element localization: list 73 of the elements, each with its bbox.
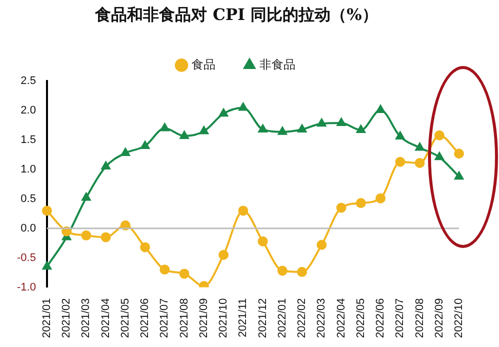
point	[42, 206, 52, 216]
point	[42, 262, 52, 270]
x-tick-label: 2022/03	[316, 298, 328, 338]
x-tick-label: 2021/05	[119, 298, 132, 338]
point	[101, 162, 110, 170]
y-tick-label: -1.0	[16, 281, 36, 294]
point	[258, 236, 268, 246]
legend-label: 非食品	[260, 57, 296, 72]
y-tick-label: 1.5	[20, 134, 36, 146]
point	[376, 193, 386, 204]
point	[356, 198, 366, 208]
x-tick-label: 2022/05	[354, 298, 367, 338]
point	[376, 105, 385, 114]
point	[218, 250, 229, 260]
point	[179, 268, 190, 279]
point	[297, 266, 308, 277]
point	[415, 142, 424, 151]
x-tick-label: 2021/01	[40, 298, 53, 338]
x-tick-label: 2022/02	[296, 298, 308, 338]
x-tick-label: 2022/01	[276, 298, 288, 338]
x-tick-label: 2022/09	[433, 298, 446, 338]
point	[356, 125, 366, 134]
y-tick-label: -0.5	[16, 252, 36, 264]
point	[278, 126, 287, 135]
x-tick-label: 2021/11	[237, 298, 250, 338]
point	[120, 148, 130, 156]
point	[414, 158, 425, 168]
point	[317, 118, 326, 127]
point	[199, 126, 208, 134]
y-tick-label: 0.5	[20, 192, 36, 205]
y-tick-label: 1.0	[20, 164, 36, 176]
point	[298, 124, 306, 132]
point	[454, 172, 464, 180]
x-tick-label: 2022/10	[453, 298, 466, 338]
y-tick-label: 2.0	[20, 104, 36, 117]
point	[395, 156, 406, 167]
legend-label: 食品	[192, 57, 216, 72]
y-tick-label: 0.0	[20, 222, 36, 234]
point	[316, 240, 327, 250]
x-tick-label: 2021/08	[178, 298, 190, 338]
x-tick-label: 2022/08	[414, 298, 426, 338]
point	[219, 108, 228, 117]
point	[81, 230, 92, 240]
chart-title: 食品和非食品对 CPI 同比的拉动（%）	[94, 4, 378, 24]
x-tick-label: 2021/03	[80, 298, 92, 338]
point	[396, 132, 405, 140]
point	[238, 206, 248, 216]
point	[336, 118, 346, 126]
point	[434, 130, 444, 140]
point	[238, 102, 248, 111]
x-tick-label: 2021/12	[256, 298, 269, 338]
point	[277, 266, 288, 276]
point	[82, 192, 91, 201]
x-tick-label: 2021/10	[218, 298, 230, 338]
x-tick-label: 2022/07	[394, 298, 406, 338]
point	[140, 140, 150, 149]
point	[336, 202, 346, 213]
x-tick-label: 2021/04	[100, 298, 112, 338]
point	[160, 123, 170, 132]
point	[180, 130, 189, 139]
point	[258, 124, 268, 132]
point	[454, 148, 464, 159]
point	[100, 232, 111, 242]
x-tick-label: 2021/09	[198, 298, 210, 338]
point	[140, 242, 150, 252]
y-tick-label: 2.5	[20, 75, 36, 88]
x-tick-label: 2021/07	[158, 298, 171, 338]
x-tick-label: 2022/04	[335, 298, 348, 338]
x-tick-label: 2021/06	[139, 298, 152, 338]
x-tick-label: 2021/02	[60, 298, 73, 338]
point	[160, 264, 170, 275]
point	[434, 152, 444, 160]
x-tick-label: 2022/06	[374, 298, 387, 338]
